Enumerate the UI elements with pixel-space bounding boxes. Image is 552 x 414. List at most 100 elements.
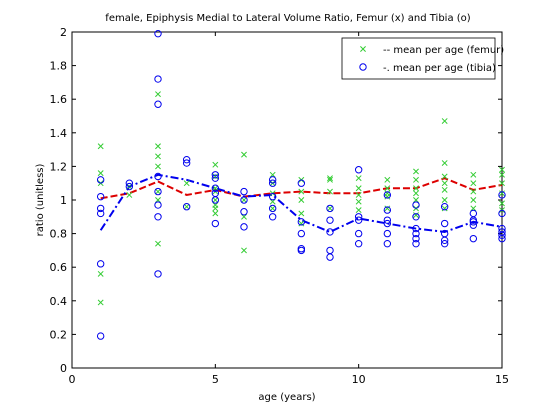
- femur-point-31: [269, 198, 276, 205]
- tibia-point-8: [154, 29, 162, 38]
- femur-point-40: [327, 188, 333, 195]
- legend-label-tibia: -. mean per age (tibia): [383, 63, 496, 74]
- femur-point-44: [355, 192, 362, 198]
- femur-point-51: [384, 205, 391, 212]
- femur-point-34: [298, 188, 305, 195]
- legend-label-femur: -- mean per age (femur): [383, 45, 504, 56]
- tibia-point-46: [354, 216, 363, 224]
- tibia-point-58: [412, 229, 420, 238]
- tibia-point-56: [412, 213, 420, 221]
- tibia-point-19: [211, 171, 220, 179]
- femur-point-25: [241, 197, 247, 203]
- tibia-point-52: [383, 219, 392, 228]
- femur-point-75: [499, 200, 505, 207]
- tibia-point-44: [354, 166, 363, 174]
- tibia-point-65: [440, 239, 449, 248]
- tibia-point-40: [326, 216, 334, 224]
- femur-point-61: [441, 173, 448, 180]
- femur-point-12: [155, 197, 161, 203]
- tibia-point-69: [469, 221, 478, 229]
- femur-point-73: [499, 180, 505, 187]
- femur-point-13: [155, 240, 161, 247]
- tibia-point-75: [498, 231, 506, 239]
- tibia-point-38: [297, 246, 306, 255]
- tibia-point-48: [354, 239, 363, 248]
- femur-point-4: [97, 299, 104, 306]
- tibia-point-39: [326, 204, 334, 213]
- tibia-point-64: [440, 236, 449, 245]
- femur-point-26: [241, 213, 247, 220]
- tibia-point-26: [240, 196, 248, 204]
- mean-lines: [99, 173, 503, 234]
- tibia-point-50: [383, 206, 392, 214]
- tibia-point-72: [498, 209, 506, 218]
- tibia-point-21: [211, 184, 220, 192]
- y-tick-label-3: 0.6: [50, 261, 68, 274]
- y-tick-label-7: 1.4: [50, 127, 68, 140]
- tibia-point-18: [182, 203, 191, 211]
- femur-point-17: [212, 173, 219, 180]
- femur-point-43: [355, 185, 362, 192]
- femur-point-22: [212, 205, 219, 212]
- femur-point-20: [212, 197, 219, 203]
- tibia-point-35: [297, 218, 306, 226]
- tibia-point-24: [211, 219, 220, 228]
- femur-point-23: [212, 210, 219, 217]
- tibia-point-68: [469, 218, 478, 226]
- tibia-point-41: [326, 228, 334, 236]
- tibia-point-70: [469, 234, 478, 243]
- femur-point-10: [155, 163, 161, 170]
- x-axis-label: age (years): [258, 392, 315, 403]
- femur-point-67: [470, 180, 477, 187]
- tibia-point-34: [297, 179, 306, 187]
- axis-ticks: 0 5 10 15 0 0.2 0.4 0.6 0.8 1 1.2 1.4 1.6 1.8 2: [50, 26, 510, 386]
- tibia-point-17: [182, 159, 191, 167]
- tibia-point-20: [211, 174, 220, 182]
- tibia-point-5: [96, 332, 105, 340]
- tibia-point-76: [498, 234, 506, 243]
- femur-point-64: [441, 197, 448, 203]
- tibia-point-16: [182, 155, 191, 164]
- femur-point-36: [298, 210, 305, 217]
- femur-point-38: [327, 175, 333, 182]
- tibia-point-6: [125, 179, 134, 187]
- mean-line-femur: [100, 177, 503, 200]
- femur-point-53: [413, 176, 419, 183]
- femur-point-62: [441, 180, 448, 187]
- x-tick-label-0: 0: [69, 373, 76, 386]
- femur-point-16: [212, 161, 219, 168]
- femur-point-50: [384, 193, 391, 200]
- femur-point-1: [97, 170, 104, 177]
- tibia-point-43: [326, 253, 334, 261]
- femur-point-47: [384, 176, 391, 183]
- femur-point-37: [298, 220, 305, 227]
- femur-point-71: [499, 166, 505, 173]
- legend-x-marker: [360, 46, 366, 52]
- y-tick-label-8: 1.6: [50, 93, 68, 106]
- femur-point-65: [441, 205, 448, 212]
- femur-point-3: [97, 270, 104, 277]
- y-tick-label-9: 1.8: [50, 60, 68, 73]
- y-tick-label-10: 2: [60, 26, 67, 39]
- data-points: [96, 29, 506, 340]
- tibia-point-27: [240, 208, 248, 216]
- tibia-point-54: [383, 239, 392, 248]
- tibia-point-55: [412, 201, 420, 209]
- y-tick-label-6: 1.2: [50, 160, 68, 173]
- tibia-point-25: [240, 187, 248, 196]
- chart-title: female, Epiphysis Medial to Lateral Volu…: [105, 13, 470, 24]
- tibia-point-3: [96, 209, 105, 218]
- femur-point-68: [470, 188, 477, 195]
- y-tick-label-1: 0.2: [50, 328, 68, 341]
- femur-point-66: [470, 171, 477, 178]
- tibia-point-30: [268, 179, 277, 187]
- femur-point-35: [298, 197, 305, 203]
- tibia-point-59: [412, 234, 420, 243]
- tibia-point-15: [154, 270, 162, 278]
- femur-point-27: [241, 247, 247, 254]
- femur-point-46: [355, 207, 362, 214]
- femur-point-39: [327, 176, 333, 183]
- tibia-point-36: [297, 229, 306, 238]
- legend-box: [341, 37, 496, 80]
